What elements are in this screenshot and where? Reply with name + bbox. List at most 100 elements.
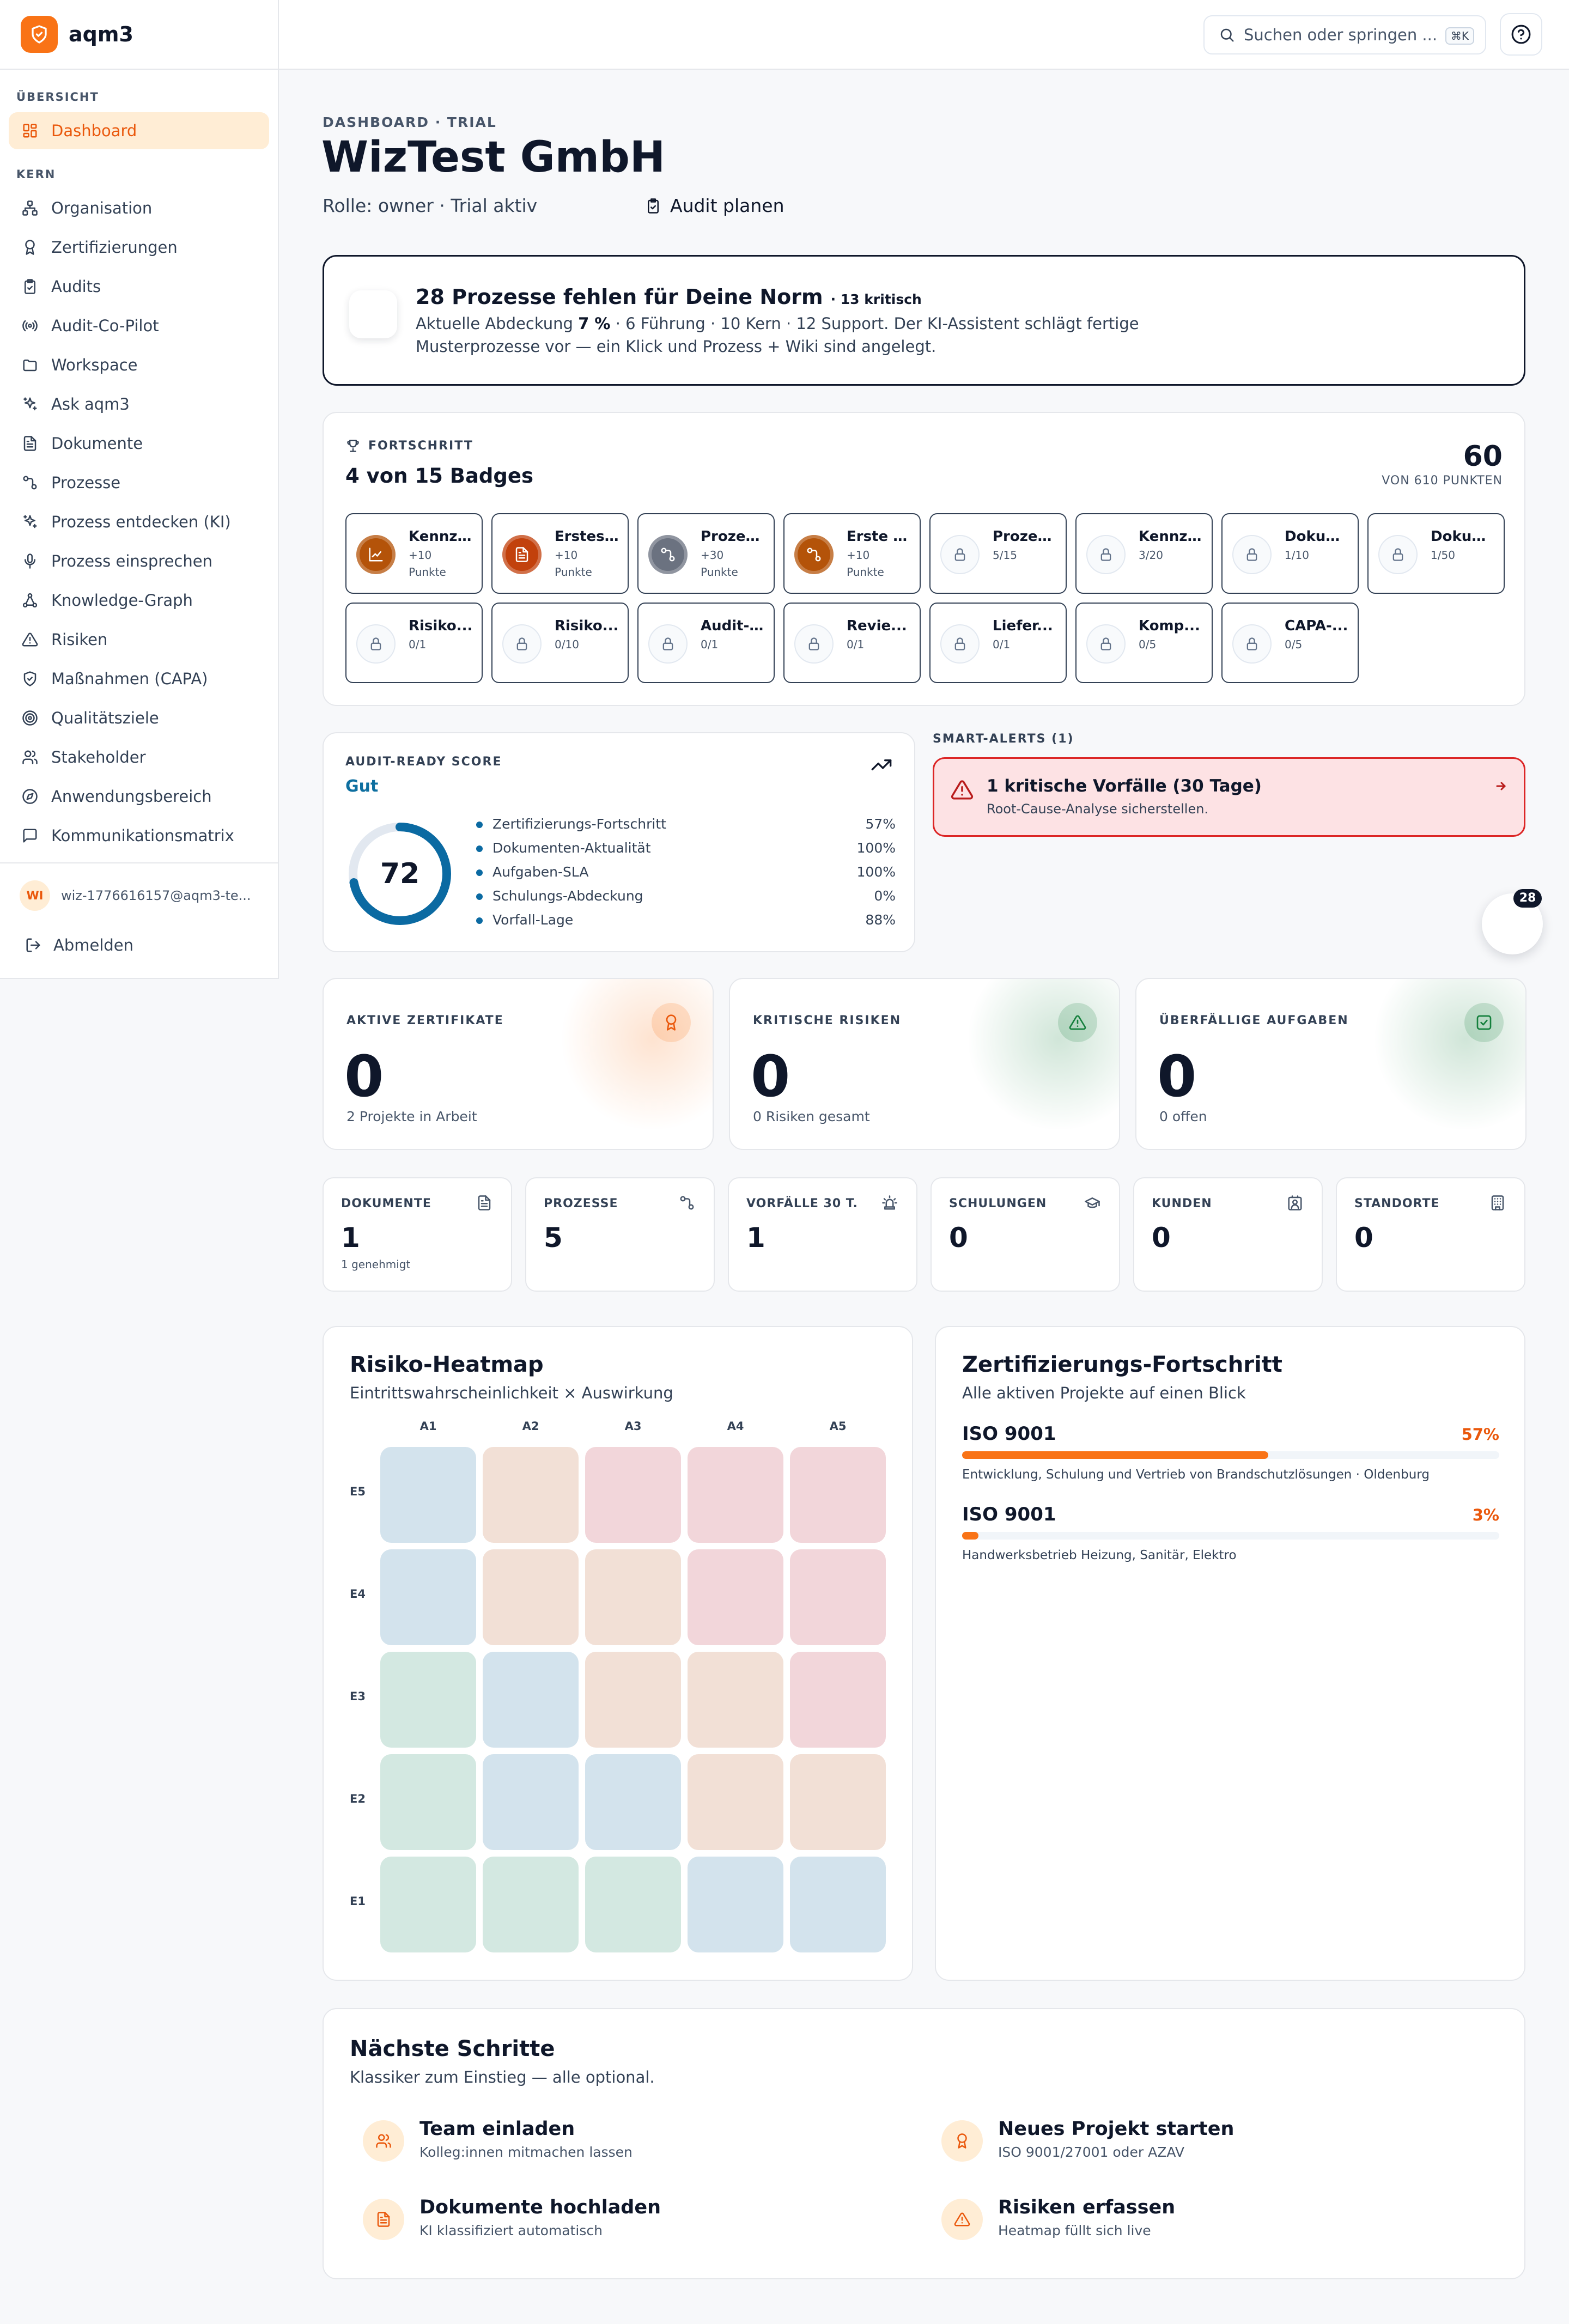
sidebar-item-label: Organisation: [51, 199, 153, 217]
chart-icon: [369, 547, 383, 562]
stat-card-6[interactable]: STANDORTE 0: [1336, 1177, 1525, 1292]
next-step-1[interactable]: Team einladen Kolleg:innen mitmachen lass…: [363, 2118, 633, 2162]
badge-12[interactable]: Revie... 0/1: [783, 603, 921, 683]
heatmap-cell[interactable]: [688, 1857, 783, 1952]
sidebar-item-4[interactable]: Audits: [9, 268, 269, 305]
sidebar-item-17[interactable]: Anwendungsbereich: [9, 778, 269, 815]
heatmap-cell[interactable]: [483, 1652, 579, 1748]
kpi-card-2[interactable]: KRITISCHE RISIKEN 0 0 Risiken gesamt: [729, 978, 1120, 1150]
step-title: Dokumente hochladen: [419, 2197, 661, 2218]
badge-6[interactable]: Kennzahlen 3/20: [1075, 513, 1213, 594]
heatmap-cell[interactable]: [688, 1549, 783, 1645]
sidebar-item-15[interactable]: Qualitätsziele: [9, 699, 269, 737]
sidebar-item-18[interactable]: Kommunikationsmatrix: [9, 817, 269, 854]
warning-icon: [1069, 1015, 1086, 1030]
stat-card-1[interactable]: DOKUMENTE 1 1 genehmigt: [323, 1177, 512, 1292]
missing-process-banner[interactable]: 28 Prozesse fehlen für Deine Norm · 13 k…: [323, 255, 1525, 386]
heatmap-cell[interactable]: [585, 1549, 681, 1645]
badge-title: Kennzahlen: [409, 528, 473, 545]
heatmap-cell[interactable]: [380, 1549, 476, 1645]
next-step-4[interactable]: Risiken erfassen Heatmap füllt sich live: [941, 2197, 1175, 2240]
search-input[interactable]: Suchen oder springen ... ⌘K: [1203, 15, 1486, 54]
heatmap-cell[interactable]: [483, 1549, 579, 1645]
sidebar-item-6[interactable]: Workspace: [9, 346, 269, 384]
badge-14[interactable]: Komp... 0/5: [1075, 603, 1213, 683]
next-step-3[interactable]: Dokumente hochladen KI klassifiziert auto…: [363, 2197, 661, 2240]
heatmap-cell[interactable]: [688, 1447, 783, 1543]
logout-button[interactable]: Abmelden: [25, 936, 133, 954]
process-icon: [23, 476, 37, 490]
sidebar-item-1[interactable]: Dashboard: [9, 112, 269, 149]
heatmap-cell[interactable]: [380, 1754, 476, 1850]
sidebar-item-11[interactable]: Prozess einsprechen: [9, 543, 269, 580]
sidebar-item-10[interactable]: Prozess entdecken (KI): [9, 503, 269, 540]
sidebar-item-7[interactable]: Ask aqm3: [9, 386, 269, 423]
badge-11[interactable]: Audit-... 0/1: [637, 603, 775, 683]
heatmap-cell[interactable]: [790, 1447, 886, 1543]
sidebar-item-12[interactable]: Knowledge-Graph: [9, 582, 269, 619]
badge-5[interactable]: Prozesse 5/15: [929, 513, 1067, 594]
stat-card-5[interactable]: KUNDEN 0: [1133, 1177, 1323, 1292]
badge-3[interactable]: Prozesse +30 Punkte: [637, 513, 775, 594]
sidebar-item-3[interactable]: Zertifizierungen: [9, 229, 269, 266]
heatmap-cell[interactable]: [483, 1754, 579, 1850]
badge-9[interactable]: Risiko... 0/1: [345, 603, 483, 683]
heatmap-cell[interactable]: [790, 1549, 886, 1645]
lock-icon: [662, 637, 673, 650]
heatmap-col-label: A3: [624, 1420, 642, 1433]
heatmap-cell[interactable]: [688, 1652, 783, 1748]
badge-10[interactable]: Risiko... 0/10: [491, 603, 629, 683]
badge-8[interactable]: Dokumente 1/50: [1367, 513, 1505, 594]
sidebar-item-5[interactable]: Audit-Co-Pilot: [9, 307, 269, 344]
heatmap-col-label: A4: [727, 1420, 744, 1433]
stat-card-4[interactable]: SCHULUNGEN 0: [931, 1177, 1120, 1292]
heatmap-cell[interactable]: [790, 1857, 886, 1952]
badge-15[interactable]: CAPA-... 0/5: [1221, 603, 1359, 683]
heatmap-cell[interactable]: [585, 1652, 681, 1748]
badge-13[interactable]: Liefer... 0/1: [929, 603, 1067, 683]
badge-sub: 1/10: [1285, 549, 1309, 562]
factor-name: Aufgaben-SLA: [492, 864, 589, 880]
heatmap-cell[interactable]: [585, 1447, 681, 1543]
heatmap-cell[interactable]: [688, 1754, 783, 1850]
audit-score-card[interactable]: AUDIT-READY SCORE Gut 72 Zertifizierungs…: [323, 732, 915, 952]
sidebar-item-9[interactable]: Prozesse: [9, 464, 269, 501]
cert-project[interactable]: ISO 9001 3% Handwerksbetrieb Heizung, Sani…: [962, 1504, 1499, 1569]
heatmap-cell[interactable]: [380, 1857, 476, 1952]
score-value: 72: [380, 857, 420, 890]
sidebar-item-14[interactable]: Maßnahmen (CAPA): [9, 660, 269, 697]
kpi-card-1[interactable]: AKTIVE ZERTIFIKATE 0 2 Projekte in Arbeit: [323, 978, 714, 1150]
heatmap-cell[interactable]: [483, 1447, 579, 1543]
heatmap-cell[interactable]: [380, 1652, 476, 1748]
heatmap-cell[interactable]: [790, 1754, 886, 1850]
user-profile[interactable]: WI wiz-1776616157@aqm3-te...: [20, 880, 251, 911]
cert-project[interactable]: ISO 9001 57% Entwicklung, Schulung und Ver…: [962, 1423, 1499, 1488]
alert-item[interactable]: 1 kritische Vorfälle (30 Tage) Root-Caus…: [933, 757, 1525, 837]
heatmap-cell[interactable]: [790, 1652, 886, 1748]
sidebar-item-8[interactable]: Dokumente: [9, 425, 269, 462]
heatmap-cell[interactable]: [380, 1447, 476, 1543]
help-button[interactable]: [1500, 13, 1542, 56]
stat-card-2[interactable]: PROZESSE 5: [525, 1177, 715, 1292]
sidebar-item-2[interactable]: Organisation: [9, 190, 269, 227]
factor-dot: [476, 917, 483, 924]
heatmap-cell[interactable]: [483, 1857, 579, 1952]
sidebar-item-13[interactable]: Risiken: [9, 621, 269, 658]
kpi-card-3[interactable]: ÜBERFÄLLIGE AUFGABEN 0 0 offen: [1135, 978, 1527, 1150]
next-step-2[interactable]: Neues Projekt starten ISO 9001/27001 oder…: [941, 2118, 1234, 2162]
sidebar-item-16[interactable]: Stakeholder: [9, 739, 269, 776]
heatmap-cell[interactable]: [585, 1857, 681, 1952]
badge-locked: [356, 624, 396, 664]
floating-assistant-button[interactable]: 28: [1482, 889, 1543, 954]
sidebar-divider: [0, 862, 278, 863]
badge-locked: [648, 624, 688, 664]
audit-plan-button[interactable]: Audit planen: [645, 195, 784, 216]
brand[interactable]: aqm3: [0, 0, 278, 70]
badge-7[interactable]: Dokumente 1/10: [1221, 513, 1359, 594]
heatmap-cell[interactable]: [585, 1754, 681, 1850]
stat-card-3[interactable]: VORFÄLLE 30 T. 1: [728, 1177, 917, 1292]
sidebar-item-label: Prozess entdecken (KI): [51, 513, 231, 531]
